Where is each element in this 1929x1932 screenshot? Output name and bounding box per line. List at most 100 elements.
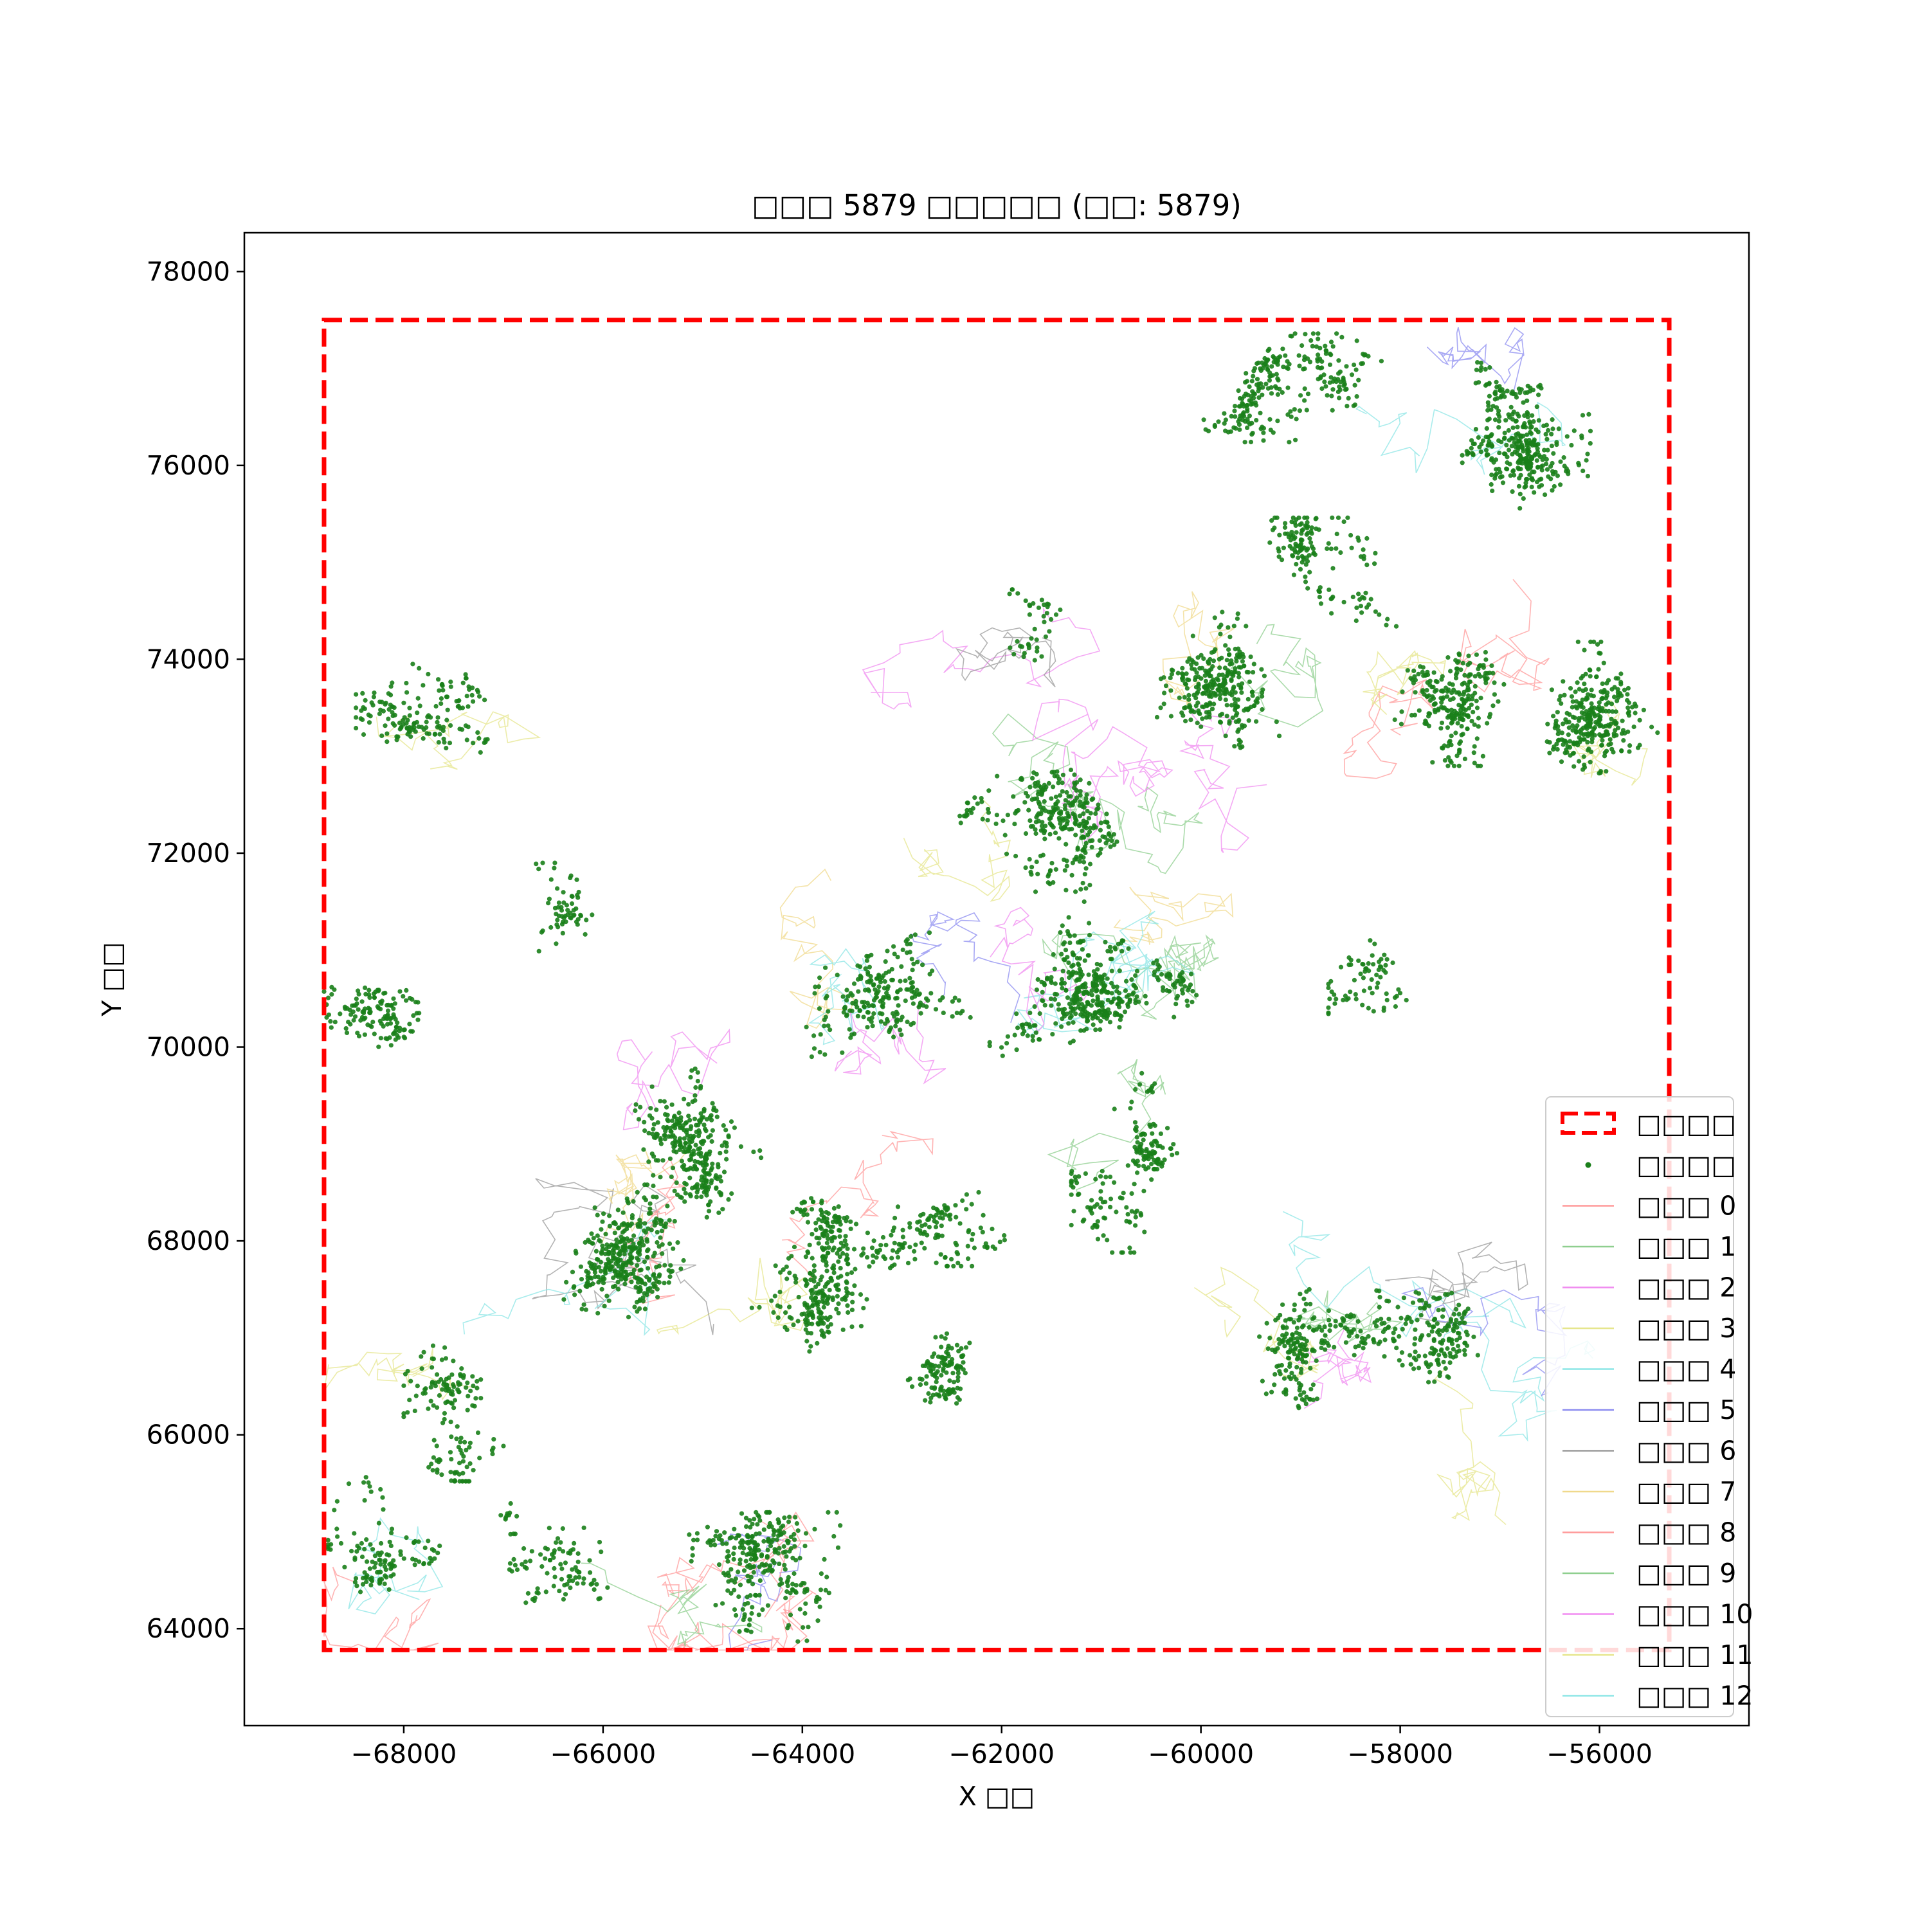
scatter-point xyxy=(386,1587,392,1592)
scatter-point xyxy=(1505,388,1510,393)
scatter-point xyxy=(706,1135,711,1140)
scatter-point xyxy=(1608,737,1613,742)
scatter-point xyxy=(892,1215,898,1221)
scatter-point xyxy=(642,1291,647,1296)
scatter-point xyxy=(865,1255,870,1260)
scatter-point xyxy=(926,1391,931,1396)
scatter-point xyxy=(1310,343,1315,349)
scatter-point xyxy=(417,1559,422,1564)
scatter-point xyxy=(547,896,552,901)
scatter-point xyxy=(1316,336,1321,341)
scatter-point xyxy=(460,727,465,732)
scatter-point xyxy=(1622,730,1627,736)
scatter-point xyxy=(1222,421,1227,426)
scatter-point xyxy=(643,1197,649,1202)
scatter-point xyxy=(1537,477,1542,482)
scatter-point xyxy=(761,1570,766,1575)
scatter-point xyxy=(1600,737,1605,743)
scatter-point xyxy=(672,1114,677,1119)
scatter-point xyxy=(907,1376,912,1381)
scatter-point xyxy=(849,1270,855,1275)
scatter-point xyxy=(948,1213,953,1218)
scatter-point xyxy=(325,1542,331,1548)
scatter-point xyxy=(1550,417,1555,422)
scatter-point xyxy=(464,737,469,743)
scatter-point xyxy=(1492,476,1498,481)
scatter-point xyxy=(662,1137,667,1142)
scatter-point xyxy=(648,1106,653,1111)
scatter-point xyxy=(949,1360,954,1365)
scatter-point xyxy=(754,1531,759,1537)
scatter-point xyxy=(673,1140,678,1145)
scatter-point xyxy=(1338,550,1343,555)
scatter-point xyxy=(1272,515,1278,520)
scatter-point xyxy=(1117,968,1122,973)
scatter-point xyxy=(1344,364,1349,369)
scatter-point xyxy=(615,1207,620,1213)
scatter-point xyxy=(939,1233,945,1238)
scatter-point xyxy=(599,1227,604,1232)
scatter-point xyxy=(435,719,440,725)
scatter-point xyxy=(655,1279,660,1284)
scatter-point xyxy=(802,1544,808,1549)
scatter-point xyxy=(816,1217,821,1222)
scatter-point xyxy=(667,1241,673,1247)
scatter-point xyxy=(790,1587,795,1593)
scatter-point xyxy=(389,1526,395,1531)
scatter-point xyxy=(1260,687,1265,692)
scatter-point xyxy=(1242,708,1247,713)
scatter-point xyxy=(651,1281,656,1286)
scatter-point xyxy=(1094,1202,1100,1207)
scatter-point xyxy=(817,1006,822,1011)
scatter-point xyxy=(869,1015,874,1020)
scatter-point xyxy=(1181,977,1186,982)
scatter-point xyxy=(451,1359,456,1364)
scatter-point xyxy=(575,1551,581,1556)
scatter-point xyxy=(1507,447,1512,453)
scatter-point xyxy=(1230,715,1235,720)
scatter-point xyxy=(893,1024,898,1029)
scatter-point xyxy=(1476,724,1481,729)
scatter-point xyxy=(364,1537,369,1542)
scatter-point xyxy=(975,801,980,806)
scatter-point xyxy=(1412,674,1417,679)
scatter-point xyxy=(1302,515,1307,520)
scatter-point xyxy=(1530,478,1535,483)
scatter-point xyxy=(1411,668,1417,673)
scatter-point xyxy=(817,1236,822,1241)
scatter-point xyxy=(927,971,932,977)
scatter-point xyxy=(649,1289,655,1294)
scatter-point xyxy=(338,1540,344,1546)
scatter-point xyxy=(440,1387,445,1392)
scatter-point xyxy=(1319,386,1325,392)
scatter-point xyxy=(813,984,818,989)
scatter-point xyxy=(1570,723,1575,728)
scatter-point xyxy=(817,1049,822,1055)
scatter-point xyxy=(654,1216,659,1222)
scatter-point xyxy=(1240,723,1245,728)
scatter-point xyxy=(1085,1011,1090,1016)
scatter-point xyxy=(1326,1011,1331,1016)
scatter-point xyxy=(772,1549,777,1555)
scatter-point xyxy=(813,1220,819,1225)
scatter-point xyxy=(1089,988,1094,993)
scatter-point xyxy=(1211,658,1217,664)
scatter-point xyxy=(1575,705,1580,711)
scatter-point xyxy=(784,1554,789,1559)
scatter-point xyxy=(695,1078,700,1084)
scatter-point xyxy=(696,1151,702,1157)
scatter-point xyxy=(1220,673,1225,678)
scatter-point xyxy=(1042,799,1047,804)
scatter-point xyxy=(439,696,444,701)
scatter-point xyxy=(1372,561,1377,566)
scatter-point xyxy=(1256,395,1262,401)
scatter-point xyxy=(939,1209,945,1214)
scatter-point xyxy=(1236,388,1241,393)
scatter-point xyxy=(818,1310,823,1315)
scatter-point xyxy=(329,992,334,997)
scatter-point xyxy=(1144,1000,1149,1006)
scatter-point xyxy=(595,1213,600,1218)
scatter-point xyxy=(1302,386,1307,392)
scatter-point xyxy=(1272,384,1278,389)
scatter-point xyxy=(1182,695,1187,700)
